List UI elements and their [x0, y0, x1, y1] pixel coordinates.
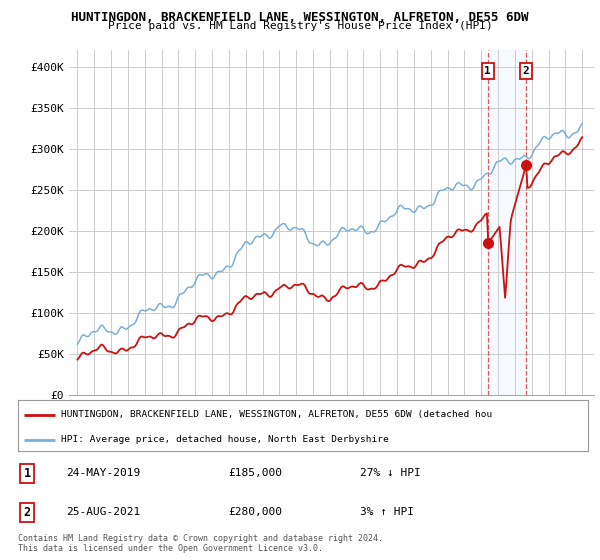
Text: £280,000: £280,000 [228, 507, 282, 517]
Text: 1: 1 [484, 66, 491, 76]
Text: Contains HM Land Registry data © Crown copyright and database right 2024.
This d: Contains HM Land Registry data © Crown c… [18, 534, 383, 553]
Text: 3% ↑ HPI: 3% ↑ HPI [360, 507, 414, 517]
Text: HUNTINGDON, BRACKENFIELD LANE, WESSINGTON, ALFRETON, DE55 6DW (detached hou: HUNTINGDON, BRACKENFIELD LANE, WESSINGTO… [61, 410, 492, 419]
Text: 27% ↓ HPI: 27% ↓ HPI [360, 468, 421, 478]
Text: HUNTINGDON, BRACKENFIELD LANE, WESSINGTON, ALFRETON, DE55 6DW: HUNTINGDON, BRACKENFIELD LANE, WESSINGTO… [71, 11, 529, 24]
Text: HPI: Average price, detached house, North East Derbyshire: HPI: Average price, detached house, Nort… [61, 435, 389, 444]
Text: 1: 1 [23, 466, 31, 480]
Text: 2: 2 [523, 66, 529, 76]
Bar [488, 50, 526, 395]
Text: 2: 2 [23, 506, 31, 519]
Text: £185,000: £185,000 [228, 468, 282, 478]
Text: 25-AUG-2021: 25-AUG-2021 [66, 507, 140, 517]
Text: 24-MAY-2019: 24-MAY-2019 [66, 468, 140, 478]
Text: Price paid vs. HM Land Registry's House Price Index (HPI): Price paid vs. HM Land Registry's House … [107, 21, 493, 31]
